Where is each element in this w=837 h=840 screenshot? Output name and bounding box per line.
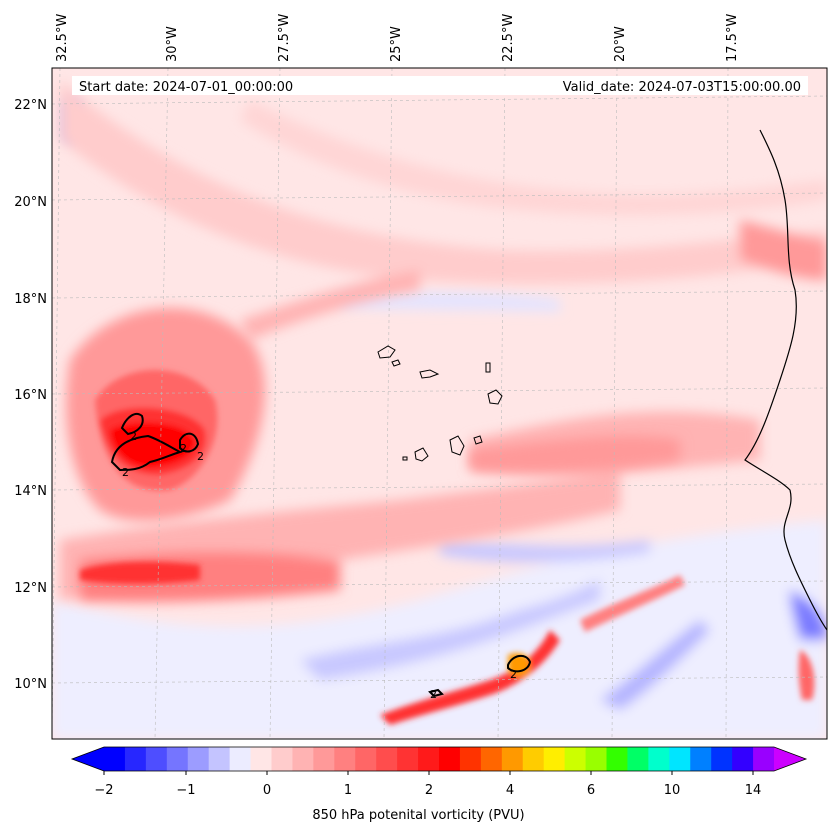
colorbar-swatch: [732, 747, 754, 771]
colorbar-swatch: [480, 747, 503, 771]
colorbar-swatch: [271, 747, 293, 771]
coastline: [744, 129, 827, 631]
lon-tick-label: 30°W: [165, 26, 180, 62]
colorbar-swatch: [229, 747, 252, 771]
colorbar-tick-label: 2: [425, 783, 433, 798]
lon-tick-label: 32.5°W: [55, 14, 70, 62]
colorbar-swatch: [292, 747, 314, 771]
lat-tick-label: 22°N: [14, 98, 47, 113]
lon-tick-label: 20°W: [613, 26, 628, 62]
colorbar-ticks: −2 −1 0 1 2 4 6 10 14: [94, 783, 761, 798]
colorbar-swatch: [753, 747, 775, 771]
colorbar-swatch: [418, 747, 440, 771]
colorbar-swatch: [459, 747, 482, 771]
colorbar-swatch: [355, 747, 377, 771]
header-bar: Start date: 2024-07-01_00:00:00 Valid_da…: [72, 76, 808, 95]
colorbar-swatch: [124, 747, 147, 771]
lat-tick-label: 16°N: [14, 388, 47, 403]
colorbar-under-arrow: [72, 747, 104, 771]
lat-tick-label: 12°N: [14, 581, 47, 596]
colorbar-swatch: [397, 747, 419, 771]
lat-tick-label: 10°N: [14, 677, 47, 692]
colorbar-swatch: [187, 747, 210, 771]
colorbar-swatch: [585, 747, 607, 771]
colorbar-tick-label: 4: [506, 783, 514, 798]
colorbar-tick-label: 14: [745, 783, 762, 798]
colorbar-swatch: [564, 747, 587, 771]
colorbar-swatch: [690, 747, 712, 771]
colorbar-swatch: [208, 747, 231, 771]
contour-label: 2: [430, 688, 437, 701]
lon-tick-label: 25°W: [389, 26, 404, 62]
map-frame: [51, 67, 828, 740]
start-date-text: Start date: 2024-07-01_00:00:00: [79, 80, 293, 95]
colorbar-tick-label: −2: [94, 783, 113, 798]
colorbar-swatch: [313, 747, 335, 771]
colorbar-swatch: [439, 747, 461, 771]
colorbar-swatch: [501, 747, 524, 771]
contour-label: 2: [130, 430, 137, 443]
colorbar-swatch: [166, 747, 189, 771]
colorbar-swatch: [543, 747, 566, 771]
colorbar-swatch: [334, 747, 356, 771]
colorbar-swatch: [669, 747, 691, 771]
lat-tick-label: 14°N: [14, 484, 47, 499]
graticule: [52, 68, 827, 739]
lon-tick-label: 27.5°W: [277, 14, 292, 62]
colorbar-tick-label: 0: [263, 783, 271, 798]
colorbar-swatch: [145, 747, 168, 771]
contour-labels: 2 2 2 2 2 2: [122, 430, 517, 701]
lon-tick-label: 22.5°W: [501, 14, 516, 62]
colorbar-tick-label: 1: [344, 783, 352, 798]
colorbar-swatch: [376, 747, 398, 771]
colorbar-swatch: [104, 747, 126, 771]
cape-verde-islands: [377, 345, 503, 462]
colorbar-swatch: [606, 747, 628, 771]
colorbar-swatch: [250, 747, 272, 771]
colorbar: [70, 746, 808, 775]
colorbar-swatch: [522, 747, 545, 771]
lon-tick-label: 17.5°W: [725, 14, 740, 62]
lat-tick-label: 18°N: [14, 292, 47, 307]
pv-field: [52, 68, 827, 739]
contour-label: 2: [122, 466, 129, 479]
colorbar-swatch: [627, 747, 649, 771]
contour-label: 2: [510, 668, 517, 681]
colorbar-swatch: [711, 747, 733, 771]
colorbar-tick-label: −1: [176, 783, 195, 798]
colorbar-tick-label: 10: [664, 783, 681, 798]
lat-tick-label: 20°N: [14, 195, 47, 210]
lon-tick-labels: 32.5°W 30°W 27.5°W 25°W 22.5°W 20°W 17.5…: [55, 14, 740, 62]
contour-label: 2: [197, 450, 204, 463]
colorbar-over-arrow: [774, 747, 806, 771]
contour-label: 2: [180, 442, 187, 455]
pv-2-contours: [110, 412, 532, 698]
lat-tick-labels: 22°N 20°N 18°N 16°N 14°N 12°N 10°N: [14, 98, 47, 692]
colorbar-tick-label: 6: [587, 783, 595, 798]
valid-date-text: Valid_date: 2024-07-03T15:00:00.00: [563, 80, 801, 95]
colorbar-label: 850 hPa potenital vorticity (PVU): [312, 808, 525, 823]
colorbar-swatch: [648, 747, 670, 771]
